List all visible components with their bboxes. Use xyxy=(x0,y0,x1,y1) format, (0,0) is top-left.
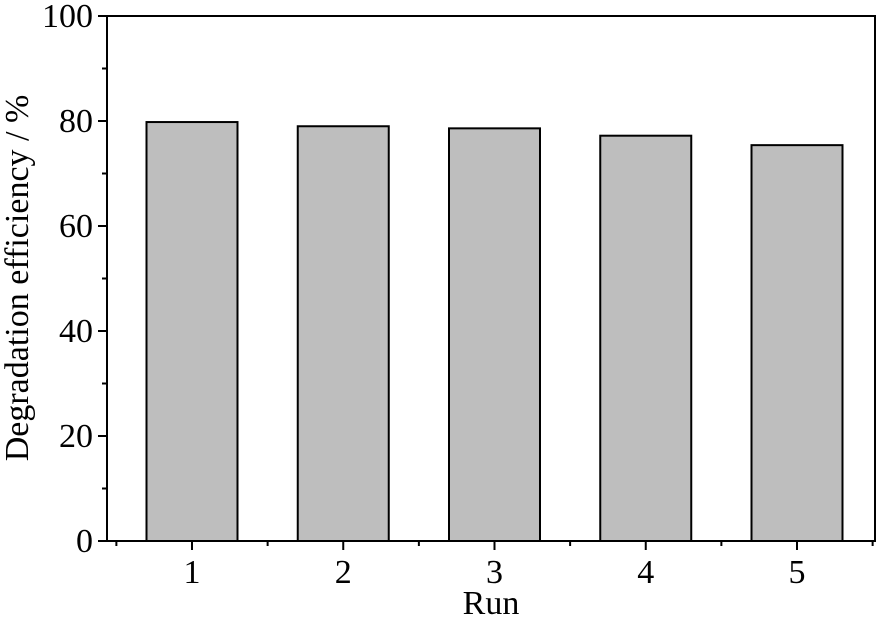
y-tick-label: 60 xyxy=(59,208,93,245)
y-axis-ticks: 0 20 40 60 80 100 xyxy=(42,0,107,560)
y-tick-label: 0 xyxy=(76,523,93,560)
y-tick-label: 80 xyxy=(59,103,93,140)
x-axis-ticks: 1 2 3 4 5 xyxy=(115,541,874,591)
y-tick-label: 40 xyxy=(59,313,93,350)
bar-run-1 xyxy=(145,121,239,543)
bar-run-3 xyxy=(448,127,541,542)
x-axis-title: Run xyxy=(463,585,520,619)
y-tick-label: 20 xyxy=(59,418,93,455)
x-tick-label: 2 xyxy=(335,554,352,591)
x-tick-label: 1 xyxy=(184,554,201,591)
x-tick-label: 5 xyxy=(789,554,806,591)
bar-run-4 xyxy=(599,134,693,542)
bar-run-2 xyxy=(296,125,390,542)
x-tick-label: 4 xyxy=(637,554,654,591)
bars-group xyxy=(145,121,844,543)
y-axis-title: Degradation efficiency / % xyxy=(0,95,36,462)
bar-run-5 xyxy=(750,144,844,542)
y-tick-label: 100 xyxy=(42,0,93,35)
x-tick-label: 3 xyxy=(486,554,503,591)
